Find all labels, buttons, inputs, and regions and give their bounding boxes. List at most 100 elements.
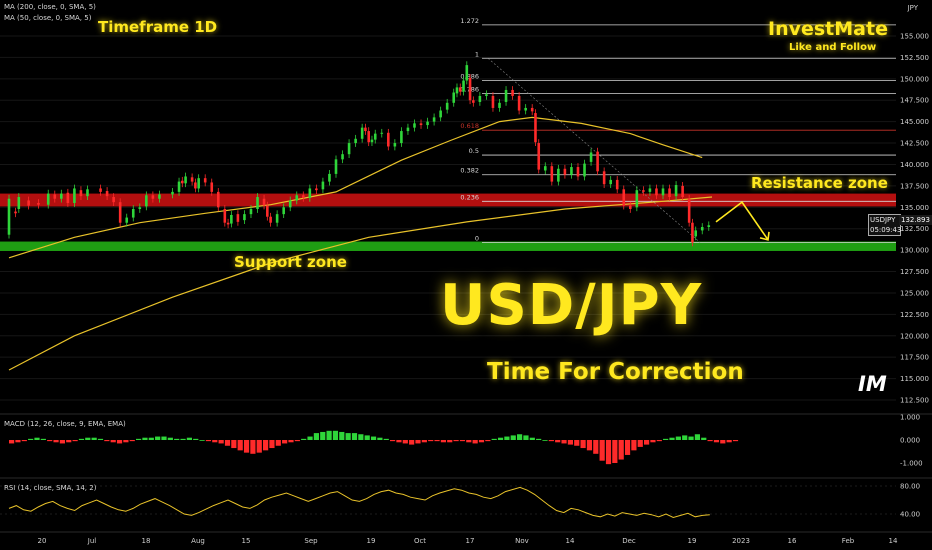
macd-bar [402, 440, 408, 444]
support-zone [0, 241, 896, 251]
bullish-candle [478, 95, 482, 102]
bullish-candle [360, 127, 364, 139]
macd-bar [85, 437, 91, 440]
macd-bar [390, 440, 396, 442]
price-tick-label: 152.500 [900, 54, 929, 62]
bearish-candle [118, 202, 122, 223]
macd-bar [282, 440, 288, 444]
ma50-legend[interactable]: MA (50, close, 0, SMA, 5) [4, 14, 92, 22]
bullish-candle [400, 131, 403, 144]
bearish-candle [364, 127, 367, 132]
symbol-label: USDJPY [870, 216, 896, 224]
ma200-legend[interactable]: MA (200, close, 0, SMA, 5) [4, 3, 96, 11]
macd-bar [59, 440, 65, 444]
price-tick-label: 145.000 [900, 118, 929, 126]
macd-bar [142, 437, 148, 440]
countdown-label: 05:09:43 [870, 226, 902, 234]
bullish-candle [295, 195, 299, 201]
bearish-candle [105, 191, 109, 197]
macd-bar [428, 440, 434, 442]
macd-bar [542, 440, 548, 441]
macd-bar [536, 438, 542, 440]
last-price-tag: 132.893 [899, 215, 932, 225]
macd-bar [148, 437, 154, 440]
bullish-candle [288, 200, 292, 208]
macd-bar [256, 440, 262, 453]
fib-label: 1 [475, 50, 479, 58]
bearish-candle [387, 132, 390, 147]
bullish-candle [230, 215, 233, 224]
macd-bar [459, 440, 466, 442]
bearish-candle [194, 182, 197, 189]
bearish-candle [517, 95, 521, 111]
bullish-candle [177, 181, 181, 192]
time-tick-label: Aug [191, 537, 205, 545]
bearish-candle [691, 222, 694, 243]
im-logo: IM [858, 372, 887, 396]
fib-label: 0 [475, 234, 479, 242]
macd-bar [720, 440, 726, 444]
price-tick-label: 122.500 [900, 311, 929, 319]
macd-bar [34, 437, 40, 440]
macd-bar [694, 434, 700, 440]
bearish-candle [622, 189, 626, 206]
price-tick-label: 115.000 [900, 375, 929, 383]
macd-bar [218, 440, 224, 444]
macd-bar [707, 440, 713, 442]
bearish-candle [550, 166, 554, 182]
bullish-candle [413, 123, 416, 128]
bearish-candle [615, 179, 619, 190]
macd-legend[interactable]: MACD (12, 26, close, 9, EMA, EMA) [4, 420, 126, 428]
bearish-candle [576, 167, 580, 177]
brand-tagline: Like and Follow [789, 42, 877, 53]
bullish-candle [543, 166, 547, 171]
time-tick-label: 20 [38, 537, 47, 545]
bullish-candle [131, 209, 135, 218]
fib-label: 0.382 [460, 167, 479, 175]
timeframe-label: Timeframe 1D [98, 18, 218, 36]
macd-bar [307, 436, 313, 440]
bearish-candle [14, 211, 17, 214]
time-tick-label: Feb [842, 537, 855, 545]
bullish-candle [462, 80, 465, 92]
macd-bar [320, 431, 326, 440]
macd-bar [243, 440, 250, 453]
macd-bar [116, 440, 123, 444]
macd-bar [497, 437, 504, 440]
bullish-candle [60, 193, 63, 199]
macd-bar [701, 437, 707, 440]
rsi-legend[interactable]: RSI (14, close, SMA, 14, 2) [4, 484, 97, 492]
macd-bar [688, 436, 694, 440]
macd-bar [294, 440, 300, 442]
bullish-candle [455, 87, 459, 94]
bullish-candle [321, 181, 325, 190]
price-tick-label: 132.500 [900, 225, 929, 233]
time-axis: 20 Jul 18 Aug 15 Sep 19 Oct 17 Nov 14 Dec 19 2023 16 Fe… [0, 531, 932, 545]
macd-bar [523, 435, 529, 440]
time-tick-label: 14 [889, 537, 898, 545]
macd-bar [561, 440, 567, 444]
bearish-candle [491, 95, 495, 108]
macd-bar [593, 440, 599, 454]
bullish-candle [426, 121, 429, 126]
macd-bar [123, 440, 129, 443]
bearish-candle [687, 198, 691, 223]
macd-bar [21, 440, 27, 442]
bearish-candle [223, 209, 227, 223]
macd-bar [66, 440, 72, 443]
resistance-zone [0, 193, 896, 207]
bearish-candle [534, 113, 537, 143]
macd-bar [682, 435, 688, 440]
macd-bar [440, 440, 446, 443]
macd-bar [97, 438, 104, 440]
bullish-candle [86, 189, 89, 197]
bearish-candle [629, 205, 632, 210]
resistance-zone-label: Resistance zone [751, 174, 888, 192]
macd-bar [650, 440, 656, 443]
macd-bar [396, 440, 402, 443]
macd-bar [313, 433, 319, 440]
rsi-tick-label: 40.00 [900, 511, 920, 519]
macd-bar [174, 438, 180, 440]
